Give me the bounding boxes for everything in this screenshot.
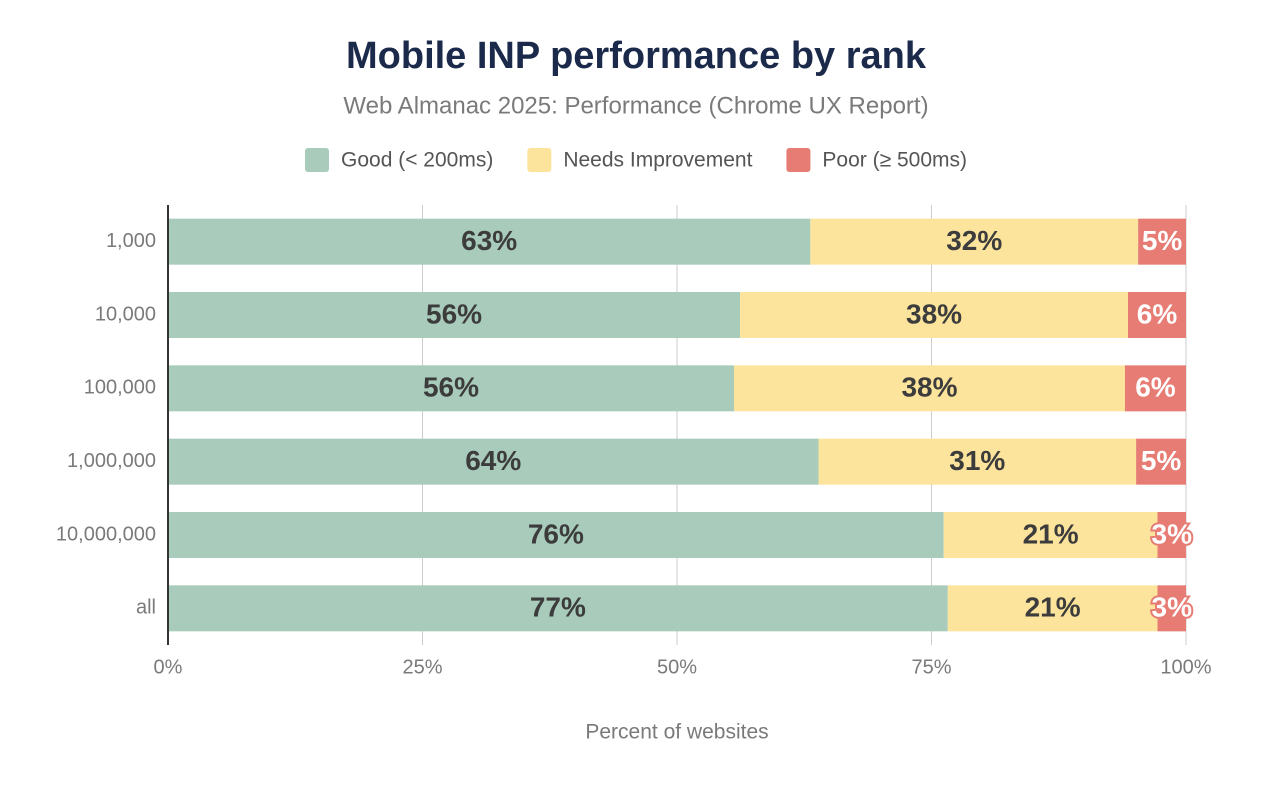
data-label: 77% bbox=[530, 592, 586, 623]
data-label: 64% bbox=[465, 445, 521, 476]
data-label: 38% bbox=[906, 298, 962, 329]
bar-segment bbox=[818, 438, 1137, 485]
x-tick-label: 75% bbox=[911, 656, 951, 678]
data-label: 21% bbox=[1023, 518, 1079, 549]
bar-segment bbox=[168, 585, 948, 632]
data-label: 56% bbox=[423, 372, 479, 403]
data-label: 38% bbox=[901, 372, 957, 403]
bar-segment bbox=[1157, 585, 1186, 632]
data-label: 76% bbox=[528, 518, 584, 549]
bar-segment bbox=[1136, 438, 1186, 485]
data-label: 31% bbox=[949, 445, 1005, 476]
bar-segment bbox=[168, 292, 741, 338]
bar-segment bbox=[943, 512, 1158, 558]
bar-segment bbox=[1124, 365, 1186, 412]
bar-segment bbox=[168, 512, 944, 558]
data-label: 3% bbox=[1152, 518, 1193, 549]
bar-segment bbox=[734, 365, 1125, 412]
legend-swatch bbox=[527, 148, 552, 172]
bar-segment bbox=[947, 585, 1158, 632]
y-tick-label: 10,000,000 bbox=[56, 523, 156, 545]
chart-title: Mobile INP performance by rank bbox=[346, 35, 927, 77]
legend: Good (< 200ms) Needs Improvement Poor (≥ 5… bbox=[305, 148, 967, 172]
y-tick-label: 10,000 bbox=[95, 303, 156, 325]
x-tick-label: 50% bbox=[657, 656, 697, 678]
data-label: 32% bbox=[946, 225, 1002, 256]
legend-label: Good (< 200ms) bbox=[341, 149, 493, 172]
y-tick-label: 100,000 bbox=[84, 377, 156, 399]
x-tick-label: 100% bbox=[1160, 656, 1211, 678]
bar-segment bbox=[810, 218, 1139, 265]
data-label: 56% bbox=[426, 298, 482, 329]
data-label: 6% bbox=[1135, 372, 1176, 403]
data-label: 3% bbox=[1152, 592, 1193, 623]
bar-segment bbox=[1127, 292, 1186, 338]
x-tick-label: 0% bbox=[154, 656, 183, 678]
legend-label: Poor (≥ 500ms) bbox=[822, 149, 967, 172]
data-label: 6% bbox=[1137, 298, 1178, 329]
bar-segment bbox=[168, 218, 811, 265]
bar-segment bbox=[740, 292, 1128, 338]
x-axis-label: Percent of websites bbox=[585, 721, 768, 744]
y-tick-label: all bbox=[136, 597, 156, 619]
chart-subtitle: Web Almanac 2025: Performance (Chrome UX… bbox=[343, 92, 928, 119]
bar-segment bbox=[168, 438, 819, 485]
bar-segment bbox=[168, 365, 735, 412]
x-tick-label: 25% bbox=[402, 656, 442, 678]
data-label: 5% bbox=[1142, 225, 1183, 256]
bar-segment bbox=[1138, 218, 1186, 265]
y-tick-label: 1,000,000 bbox=[67, 450, 156, 472]
legend-label: Needs Improvement bbox=[563, 149, 752, 172]
data-label: 21% bbox=[1025, 592, 1081, 623]
y-tick-label: 1,000 bbox=[106, 230, 156, 252]
data-label: 63% bbox=[461, 225, 517, 256]
data-label: 5% bbox=[1141, 445, 1182, 476]
legend-swatch bbox=[305, 148, 329, 172]
bar-segment bbox=[1157, 512, 1186, 558]
legend-swatch bbox=[786, 148, 811, 172]
